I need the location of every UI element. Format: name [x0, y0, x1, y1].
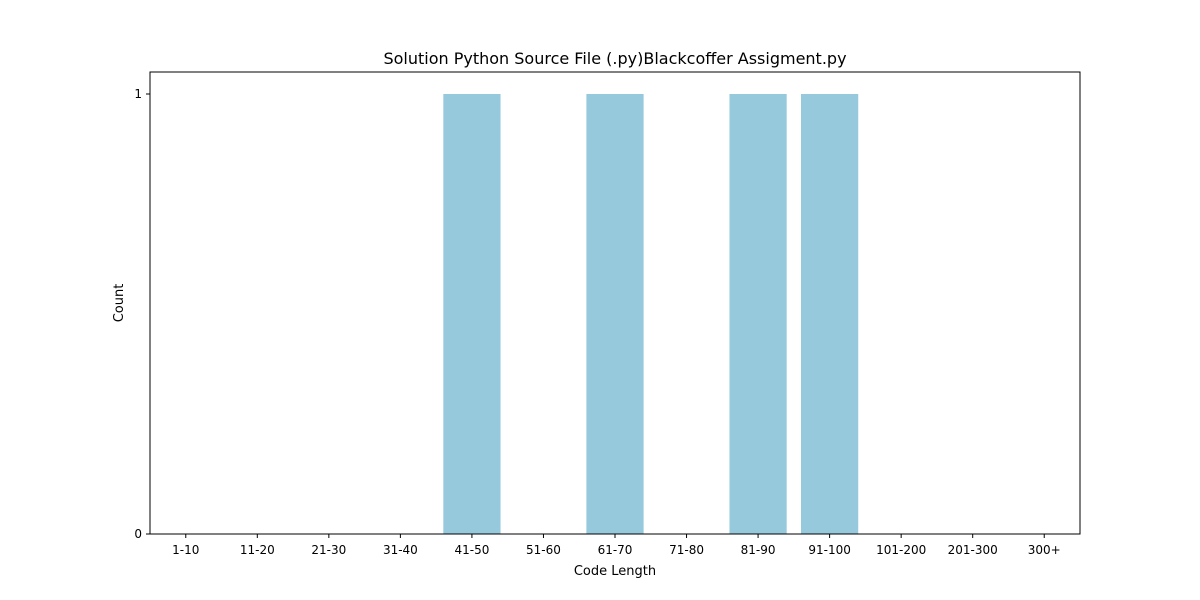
- x-tick-label: 71-80: [669, 543, 704, 557]
- bar-91-100: [801, 94, 859, 534]
- y-tick-label: 1: [134, 87, 142, 101]
- x-tick-label: 81-90: [741, 543, 776, 557]
- x-tick-label: 41-50: [454, 543, 489, 557]
- x-tick-label: 11-20: [240, 543, 275, 557]
- x-tick-label: 61-70: [598, 543, 633, 557]
- bar-41-50: [443, 94, 501, 534]
- x-tick-label: 91-100: [808, 543, 851, 557]
- bar-81-90: [729, 94, 787, 534]
- x-tick-label: 1-10: [172, 543, 199, 557]
- x-tick-label: 101-200: [876, 543, 926, 557]
- x-tick-label: 51-60: [526, 543, 561, 557]
- chart-title: Solution Python Source File (.py)Blackco…: [383, 49, 846, 68]
- x-tick-label: 300+: [1028, 543, 1061, 557]
- y-tick-label: 0: [134, 527, 142, 541]
- bar-61-70: [586, 94, 644, 534]
- x-tick-label: 31-40: [383, 543, 418, 557]
- x-tick-label: 21-30: [311, 543, 346, 557]
- x-tick-label: 201-300: [948, 543, 998, 557]
- x-axis-label: Code Length: [574, 564, 656, 579]
- y-axis-label: Count: [112, 284, 127, 323]
